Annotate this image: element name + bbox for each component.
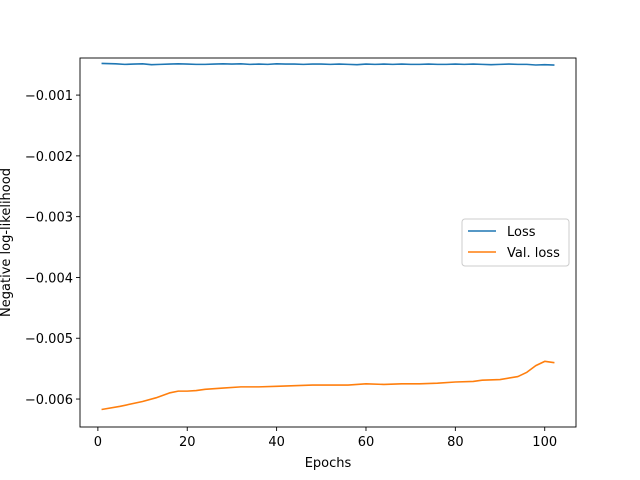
x-tick-label: 40 (268, 435, 285, 450)
y-tick-label: −0.006 (25, 393, 73, 408)
legend: Loss Val. loss (461, 218, 570, 267)
plot-area (101, 62, 555, 411)
x-axis-label: Epochs (305, 456, 352, 471)
series-line-1 (101, 360, 555, 411)
x-tick-label: 60 (358, 435, 375, 450)
y-tick-label: −0.004 (25, 271, 73, 286)
y-tick-label: −0.002 (25, 150, 73, 165)
x-tick-label: 80 (447, 435, 464, 450)
y-tick-label: −0.003 (25, 211, 73, 226)
legend-label-1: Val. loss (507, 246, 560, 261)
x-tick-label: 100 (532, 435, 557, 450)
x-tick-label: 20 (179, 435, 196, 450)
y-axis-label: Negative log-likelihood (0, 168, 14, 317)
legend-label-0: Loss (507, 225, 536, 240)
series-line-0 (101, 62, 555, 66)
axes: 0 20 40 60 80 100 −0.006 −0.005 −0.004 −0.003 −0.0… (0, 57, 577, 471)
y-tick-label: −0.005 (25, 332, 73, 347)
axes-frame (79, 57, 577, 428)
x-tick-label: 0 (94, 435, 102, 450)
y-tick-label: −0.001 (25, 89, 73, 104)
